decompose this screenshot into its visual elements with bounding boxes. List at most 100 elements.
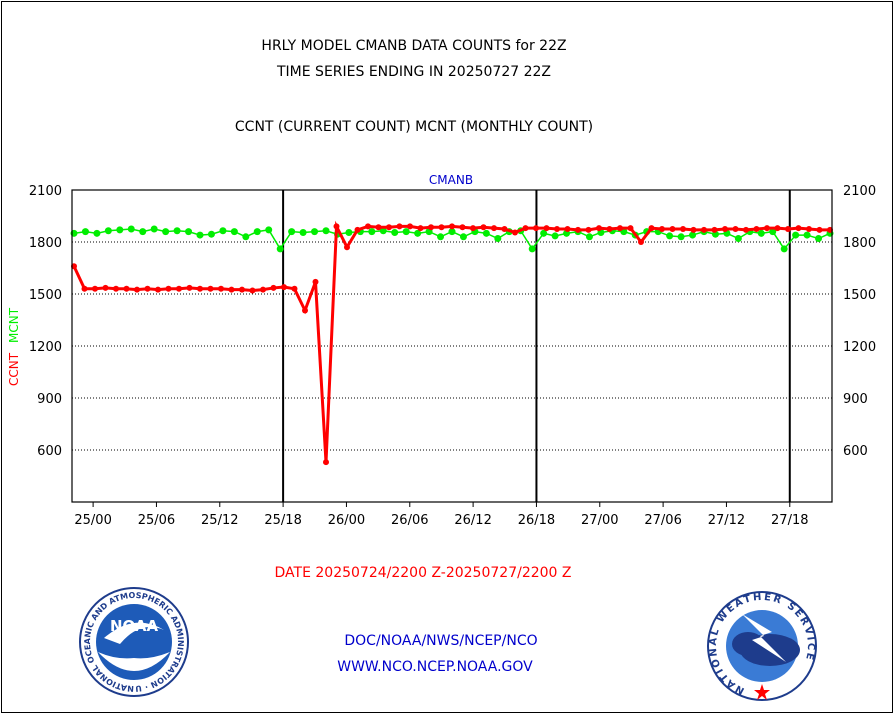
data-point-ccnt (512, 229, 518, 236)
data-point-ccnt (239, 286, 245, 293)
data-point-mcnt (368, 228, 376, 236)
x-tick-label: 26/18 (518, 513, 555, 528)
data-point-ccnt (575, 226, 581, 233)
data-point-mcnt (402, 228, 410, 236)
data-point-ccnt (659, 226, 665, 232)
data-point-ccnt (333, 223, 340, 230)
x-tick-label: 27/06 (644, 513, 681, 528)
data-point-mcnt (734, 235, 742, 243)
data-point-mcnt (173, 227, 181, 235)
y-tick-label-right: 2100 (843, 184, 876, 199)
data-point-ccnt (806, 226, 812, 232)
y-tick-label-right: 600 (843, 444, 868, 459)
data-point-mcnt (379, 227, 387, 235)
data-point-ccnt (480, 224, 487, 231)
data-point-ccnt (795, 225, 802, 232)
series-ccnt (71, 220, 833, 466)
data-point-mcnt (253, 228, 261, 236)
data-point-mcnt (185, 228, 193, 236)
data-point-ccnt (764, 225, 770, 232)
data-point-ccnt (638, 239, 644, 245)
data-point-ccnt (312, 278, 319, 285)
data-point-mcnt (780, 245, 788, 253)
data-point-mcnt (139, 228, 147, 236)
data-point-ccnt (218, 285, 224, 292)
data-point-ccnt (491, 225, 497, 232)
data-point-ccnt (606, 226, 613, 232)
data-point-mcnt (81, 228, 89, 236)
data-point-ccnt (564, 226, 571, 232)
y-tick-label-left: 2100 (29, 184, 62, 199)
data-point-ccnt (428, 224, 434, 231)
data-point-ccnt (249, 287, 256, 294)
data-point-ccnt (543, 225, 550, 232)
data-point-ccnt (816, 226, 823, 233)
data-point-mcnt (104, 227, 112, 235)
noaa-logo-text: NOAA (110, 617, 159, 635)
data-point-mcnt (769, 228, 777, 236)
x-tick-label: 26/00 (328, 513, 365, 528)
data-point-ccnt (459, 224, 466, 231)
data-point-ccnt (354, 226, 361, 233)
url-line: WWW.NCO.NCEP.NOAA.GOV (337, 659, 533, 675)
data-point-mcnt (127, 225, 135, 233)
data-point-ccnt (197, 285, 203, 292)
data-point-mcnt (482, 229, 490, 237)
y-tick-label-right: 1500 (843, 288, 876, 303)
data-point-mcnt (391, 228, 399, 236)
data-point-ccnt (785, 226, 791, 232)
data-point-ccnt (596, 225, 602, 232)
data-point-ccnt (323, 459, 329, 466)
chart-title-line2: TIME SERIES ENDING IN 20250727 22Z (277, 64, 551, 80)
data-point-mcnt (196, 231, 204, 239)
grid-layer (72, 190, 832, 502)
data-point-mcnt (689, 231, 697, 239)
data-point-ccnt (533, 225, 539, 232)
station-label: CMANB (429, 173, 473, 187)
y-tick-label-left: 600 (37, 444, 62, 459)
y-axis-label-mcnt: MCNT (7, 307, 21, 343)
x-tick-label: 25/18 (264, 513, 301, 528)
data-point-ccnt (774, 225, 781, 232)
data-point-mcnt (276, 245, 284, 253)
data-point-mcnt (242, 233, 250, 241)
data-point-ccnt (344, 244, 350, 251)
data-point-ccnt (732, 226, 739, 232)
x-tick-label: 27/12 (708, 513, 745, 528)
data-point-ccnt (102, 284, 109, 291)
data-point-mcnt (299, 228, 307, 236)
data-point-ccnt (501, 226, 508, 232)
data-point-ccnt (743, 226, 749, 233)
data-point-mcnt (230, 228, 238, 236)
data-point-ccnt (386, 224, 392, 231)
y-tick-label-left: 1800 (29, 236, 62, 251)
data-point-mcnt (116, 226, 124, 234)
data-point-mcnt (219, 227, 227, 235)
chart-subtitle: CCNT (CURRENT COUNT) MCNT (MONTHLY COUNT… (234, 119, 594, 135)
data-point-mcnt (414, 229, 422, 237)
x-tick-label: 25/06 (138, 513, 175, 528)
data-point-ccnt (417, 225, 424, 232)
data-point-mcnt (162, 228, 170, 236)
data-point-ccnt (627, 225, 634, 232)
data-point-ccnt (270, 284, 277, 291)
x-tick-label: 25/12 (201, 513, 238, 528)
data-point-ccnt (291, 285, 298, 292)
plot-border (71, 189, 833, 503)
series-line-ccnt (72, 220, 830, 463)
data-point-ccnt (690, 226, 697, 233)
data-point-ccnt (701, 226, 707, 233)
data-point-ccnt (92, 285, 98, 292)
x-tick-label: 26/06 (391, 513, 428, 528)
data-point-mcnt (311, 228, 319, 236)
data-point-ccnt (449, 223, 455, 230)
data-point-ccnt (753, 226, 760, 232)
data-point-ccnt (176, 285, 182, 292)
data-point-mcnt (528, 245, 536, 253)
data-point-ccnt (113, 285, 119, 292)
data-point-ccnt (648, 225, 655, 232)
y-tick-label-right: 1800 (843, 236, 876, 251)
data-point-ccnt (438, 224, 445, 231)
data-point-ccnt (134, 286, 140, 293)
